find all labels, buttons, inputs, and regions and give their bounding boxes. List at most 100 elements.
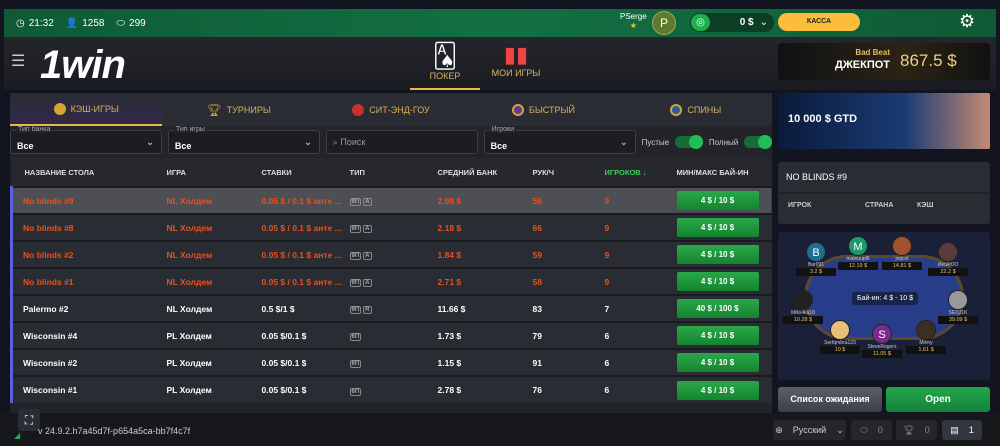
- player-avatar: B: [806, 242, 826, 262]
- seat[interactable]: Minny 1.61 $: [906, 320, 946, 354]
- username[interactable]: PSerge ★: [620, 12, 647, 30]
- column-header[interactable]: МИН/МАКС БАЙ-ИН: [676, 158, 772, 187]
- table-type-badge: 6П: [349, 333, 362, 341]
- cashier-button[interactable]: КАССА: [778, 13, 860, 31]
- table-row[interactable]: No blinds #2 NL Холдем 0.05 $ / 0.1 $ анте…: [10, 240, 772, 268]
- promo-banner[interactable]: 10 000 $ GTD: [778, 93, 990, 149]
- cell-name: Palermo #2: [10, 294, 167, 322]
- nav-my-games[interactable]: ▮▮ МОИ ИГРЫ: [481, 42, 551, 78]
- player-name: ИксАЮО: [937, 262, 959, 268]
- tournaments-button[interactable]: 🏆︎ 0: [896, 420, 937, 440]
- column-header[interactable]: СРЕДНИЙ БАНК: [437, 158, 533, 187]
- tab-cash-games[interactable]: КЭШ-ИГРЫ: [10, 93, 163, 126]
- column-header[interactable]: ИГРА: [166, 158, 262, 187]
- seat[interactable]: B Bar091 3.2 $: [796, 242, 836, 276]
- seat[interactable]: S SteveRogers 11.05 $: [862, 324, 902, 358]
- tab-fast[interactable]: БЫСТРЫЙ: [467, 93, 619, 126]
- col-country: СТРАНА: [865, 202, 894, 209]
- tab-tournaments[interactable]: 🏆︎ ТУРНИРЫ: [162, 93, 314, 126]
- column-header[interactable]: НАЗВАНИЕ СТОЛА: [11, 158, 167, 187]
- cell-game: NL Холдем: [166, 294, 262, 322]
- buyin-button[interactable]: 40 $ / 100 $: [676, 299, 759, 318]
- seat[interactable]: jrejcol 14.81 $: [882, 236, 922, 270]
- cell-type: 9П A: [349, 240, 438, 268]
- table-row[interactable]: No blinds #8 NL Холдем 0.05 $ / 0.1 $ анте…: [10, 213, 772, 241]
- game-type-select[interactable]: Тип игры Все ⌄: [167, 126, 320, 154]
- table-row[interactable]: Palermo #2 NL Холдем 0.5 $/1 $9П R 11.66 $83…: [10, 294, 772, 322]
- cell-game: PL Холдем: [166, 375, 262, 403]
- empty-toggle[interactable]: [675, 135, 703, 149]
- table-row[interactable]: Wisconsin #2 PL Холдем 0.05 $/0.1 $6П 1.15 …: [10, 348, 772, 376]
- cell-players: 7: [604, 294, 677, 322]
- chevron-down-icon: ⌄: [146, 137, 154, 147]
- buyin-button[interactable]: 4 $ / 10 $: [676, 272, 759, 291]
- logo[interactable]: 1win: [40, 43, 126, 87]
- seat[interactable]: Serfqmbra123 10 $: [820, 320, 860, 354]
- jackpot-title: ДЖЕКПОТ: [834, 59, 890, 71]
- cell-game: PL Холдем: [166, 321, 262, 349]
- seat[interactable]: Millo4ka18 10.28 $: [783, 290, 823, 324]
- table-row[interactable]: No blinds #1 NL Холдем 0.05 $ / 0.1 $ анте…: [10, 267, 772, 295]
- cell-name: No blinds #2: [10, 240, 167, 268]
- table-row[interactable]: Wisconsin #4 PL Холдем 0.05 $/0.1 $6П 1.73 …: [10, 321, 772, 349]
- menu-icon[interactable]: ☰: [11, 53, 26, 70]
- bank-type-value: Все: [17, 141, 34, 151]
- nav-poker[interactable]: 🂡 ПОКЕР: [410, 42, 480, 90]
- column-header[interactable]: ИГРОКОВ ↓: [604, 158, 677, 187]
- table-row[interactable]: Wisconsin #1 PL Холдем 0.05 $/0.1 $6П 2.78 …: [10, 375, 772, 403]
- player-stack: 39.09 $: [938, 316, 978, 324]
- cell-stakes: 0.05 $/0.1 $: [261, 348, 350, 376]
- jackpot-panel: Bad Beat ДЖЕКПОТ 867.5 $: [778, 43, 990, 80]
- gear-icon[interactable]: ⚙: [959, 11, 976, 31]
- online-count: 1258: [82, 17, 105, 29]
- open-button[interactable]: Open: [886, 387, 990, 412]
- fullscreen-icon[interactable]: ⛶: [18, 409, 40, 431]
- search-input[interactable]: ⌕ Поиск: [325, 130, 478, 154]
- buyin-button[interactable]: 4 $ / 10 $: [676, 353, 759, 372]
- cell-pot: 2.78 $: [437, 375, 533, 403]
- cell-buyin: 4 $ / 10 $: [676, 375, 772, 403]
- tables-list: НАЗВАНИЕ СТОЛА ИГРА СТАВКИ ТИП СРЕДНИЙ БАНК Р…: [10, 158, 772, 403]
- column-header[interactable]: ТИП: [349, 158, 438, 187]
- trophy-icon: 🏆︎: [903, 424, 915, 435]
- cell-hands: 91: [532, 348, 605, 376]
- tab-sit-and-go[interactable]: СИТ-ЭНД-ГОУ: [315, 93, 467, 126]
- column-header[interactable]: СТАВКИ: [261, 158, 350, 187]
- player-stack: 10.28 $: [783, 316, 823, 324]
- player-name: Serfqmbra123: [824, 340, 856, 346]
- balance-dropdown[interactable]: ◎ 0 $ ⌄: [690, 13, 774, 32]
- buyin-button[interactable]: 4 $ / 10 $: [676, 245, 759, 264]
- table-row[interactable]: No blinds #9 NL Холдем 0.05 $ / 0.1 $ анте…: [10, 186, 772, 214]
- buyin-button[interactable]: 4 $ / 10 $: [676, 191, 759, 210]
- cell-buyin: 4 $ / 10 $: [676, 321, 772, 349]
- buyin-button[interactable]: 4 $ / 10 $: [676, 380, 759, 400]
- player-stack: 3.2 $: [796, 268, 836, 276]
- player-name: SteveRogers: [867, 344, 897, 350]
- seat[interactable]: ИксАЮО 22.2 $: [928, 242, 968, 276]
- language-select[interactable]: ⊕ Русский ⌄: [773, 420, 846, 440]
- full-toggle[interactable]: [744, 135, 772, 149]
- player-stack: 22.2 $: [928, 268, 968, 276]
- cell-buyin: 4 $ / 10 $: [676, 348, 772, 376]
- open-tables-button[interactable]: ⬭ 0: [851, 420, 892, 440]
- cell-players: 9: [604, 240, 677, 268]
- language: Русский: [792, 425, 827, 435]
- tab-label: СИТ-ЭНД-ГОУ: [369, 104, 430, 115]
- bank-type-select[interactable]: Тип банка Все ⌄: [10, 126, 162, 154]
- buyin-button[interactable]: 4 $ / 10 $: [676, 218, 759, 237]
- table-type-badge: 6П: [349, 387, 362, 396]
- table-type-badge: 9П: [349, 198, 362, 206]
- players-select[interactable]: Игроки Все ⌄: [483, 126, 636, 154]
- cell-players: 6: [604, 348, 677, 376]
- avatar[interactable]: P: [652, 11, 676, 35]
- messages-button[interactable]: ▤ 1: [942, 420, 982, 440]
- column-header[interactable]: РУК/Ч: [532, 158, 605, 187]
- seat[interactable]: SEDJ1K 39.09 $: [938, 290, 978, 324]
- tab-spins[interactable]: СПИНЫ: [620, 93, 772, 126]
- buyin-button[interactable]: 4 $ / 10 $: [676, 326, 759, 345]
- hide-balance-icon[interactable]: ◎: [691, 14, 710, 31]
- waitlist-button[interactable]: Список ожидания: [778, 387, 882, 412]
- clock-icon: ◷: [16, 17, 25, 29]
